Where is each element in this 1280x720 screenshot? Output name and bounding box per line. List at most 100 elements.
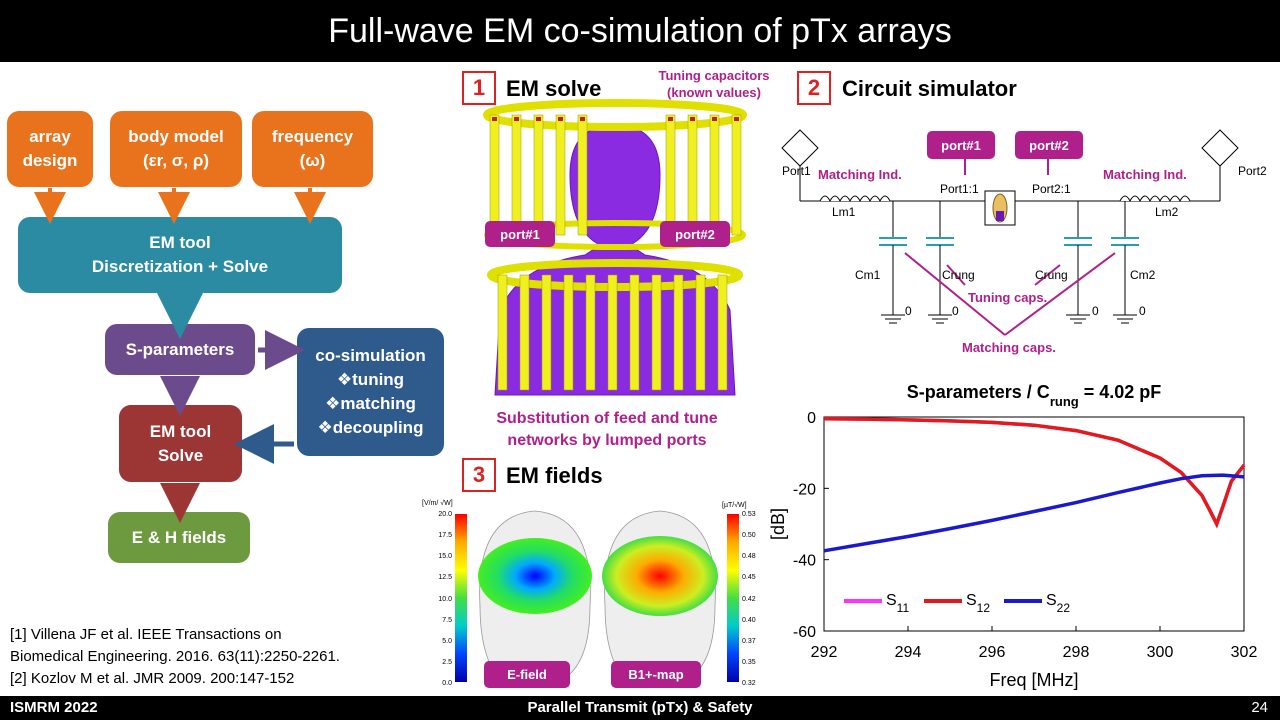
matching-caps-label: Matching caps. [962, 340, 1056, 355]
flow-arrows [34, 188, 326, 523]
coil-body-model [483, 99, 747, 396]
b1-tick: 0.35 [742, 658, 756, 666]
efield-colorbar-unit: [V/m/ √W] [422, 500, 453, 507]
b1-tick: 0.45 [742, 574, 756, 582]
coil-rung [651, 274, 662, 391]
coil-rung [541, 274, 552, 391]
section-3-number: 3 [462, 458, 496, 492]
b1-tick: 0.50 [742, 532, 756, 540]
coil-rung [489, 114, 500, 236]
reference-line: [2] Kozlov M et al. JMR 2009. 200:147-15… [10, 670, 295, 687]
efield-tick: 10.0 [438, 595, 452, 603]
tuning-capacitor-mark [690, 117, 695, 121]
efield-map [478, 538, 592, 614]
legend-label: S22 [1046, 592, 1070, 615]
coil-rung [673, 274, 684, 391]
efield-tick: 12.5 [438, 574, 452, 582]
coil-rung [665, 114, 676, 236]
substitution-caption: Substitution of feed and tune networks b… [496, 410, 718, 449]
coil-rung [731, 114, 742, 236]
references: [1] Villena JF et al. IEEE Transactions … [10, 624, 340, 690]
lm1-label: Lm1 [832, 205, 856, 219]
tuning-caps-label: Tuning caps. [968, 290, 1048, 305]
efield-tick: 0.0 [442, 680, 452, 687]
b1-colorbar-unit: [µT/√W] [722, 502, 747, 509]
ground-label: 0 [1139, 304, 1146, 318]
port2-tag-circuit: port#2 [1015, 131, 1083, 159]
footer-topic: Parallel Transmit (pTx) & Safety [527, 699, 753, 716]
coil-rung [695, 274, 706, 391]
ground-label: 0 [1092, 304, 1099, 318]
coil-rung [585, 274, 596, 391]
port1-tag-circuit: port#1 [927, 131, 995, 159]
s-parameter-chart: S-parameters / Crung = 4.02 pF 292 294 296 2… [768, 382, 1258, 690]
ground-label: 0 [905, 304, 912, 318]
cm2-label: Cm2 [1130, 268, 1156, 282]
x-tick-label: 296 [979, 644, 1006, 661]
lm2-label: Lm2 [1155, 205, 1179, 219]
section-2-title: Circuit simulator [842, 76, 1017, 101]
y-axis-label: [dB] [768, 508, 788, 540]
tuning-capacitor-mark [558, 117, 563, 121]
x-axis-label: Freq [MHz] [989, 670, 1078, 690]
legend-label: S12 [966, 592, 990, 615]
b1-colorbar-ticks: 0.53 0.50 0.48 0.45 0.42 0.40 0.37 0.35 … [742, 511, 762, 687]
x-tick-label: 294 [895, 644, 922, 661]
section-1-title: EM solve [506, 76, 602, 101]
co-simulation-box: co-simulation ❖tuning ❖matching ❖decoupl… [297, 328, 444, 456]
legend-label: S11 [886, 592, 909, 615]
port1-label: Port1 [782, 164, 811, 178]
tuning-capacitor-mark [668, 117, 673, 121]
b1-tick: 0.48 [742, 553, 756, 561]
tuning-capacitor-mark [712, 117, 717, 121]
b1-tick: 0.40 [742, 616, 756, 624]
circuit-schematic [781, 129, 1239, 336]
tuning-capacitors-note: Tuning capacitors (known values) [658, 68, 770, 100]
port1-symbol [781, 129, 819, 167]
footer-bar: ISMRM 2022 Parallel Transmit (pTx) & Saf… [0, 696, 1280, 720]
cosim-item-tuning: ❖tuning [336, 370, 405, 389]
matching-ind-right: Matching Ind. [1103, 167, 1187, 182]
efield-tick: 15.0 [438, 553, 452, 561]
efield-tick: 2.5 [442, 658, 452, 666]
cosim-item-decoupling: ❖decoupling [317, 418, 424, 437]
x-tick-label: 292 [811, 644, 838, 661]
b1-map [602, 536, 718, 616]
coil-rung [533, 114, 544, 236]
inductor-lm1 [819, 195, 891, 203]
body-model-box: body model (εr, σ, ρ) [110, 111, 242, 187]
port2-symbol [1201, 129, 1239, 167]
crung2-label: Crung [1035, 268, 1068, 282]
section-1-number: 1 [462, 71, 496, 105]
y-tick-label: 0 [807, 410, 816, 427]
b1-tick: 0.53 [742, 511, 756, 518]
inductor-lm2 [1119, 195, 1191, 203]
matching-ind-left: Matching Ind. [818, 167, 902, 182]
em-tool-box: EM tool Discretization + Solve [18, 217, 342, 293]
ground-label: 0 [952, 304, 959, 318]
field-maps [478, 510, 718, 682]
b1-tick: 0.37 [742, 637, 756, 645]
capacitor-branches [879, 201, 1139, 324]
efield-tick: 20.0 [438, 511, 452, 518]
coil-rung [511, 114, 522, 236]
tuning-capacitor-mark [492, 117, 497, 121]
coil-rung [497, 274, 508, 391]
x-tick-label: 302 [1231, 644, 1258, 661]
array-design-box: array design [7, 111, 93, 187]
efield-tick: 17.5 [438, 532, 452, 540]
tuning-capacitor-mark [514, 117, 519, 121]
efield-tick: 7.5 [442, 616, 452, 624]
port2-label: Port2 [1238, 164, 1267, 178]
coil-rung [563, 274, 574, 391]
efield-colorbar-ticks: 20.0 17.5 15.0 12.5 10.0 7.5 5.0 2.5 0.0 [432, 511, 452, 687]
coil-rungs [489, 114, 742, 391]
b1-colorbar [727, 514, 739, 682]
cm1-label: Cm1 [855, 268, 881, 282]
efield-tag: E-field [484, 661, 570, 688]
frequency-box: frequency (ω) [252, 111, 373, 187]
reference-line: Biomedical Engineering. 2016. 63(11):225… [10, 648, 340, 665]
port1-tag-em: port#1 [485, 221, 555, 247]
x-tick-label: 300 [1147, 644, 1174, 661]
y-tick-label: -20 [793, 481, 816, 498]
